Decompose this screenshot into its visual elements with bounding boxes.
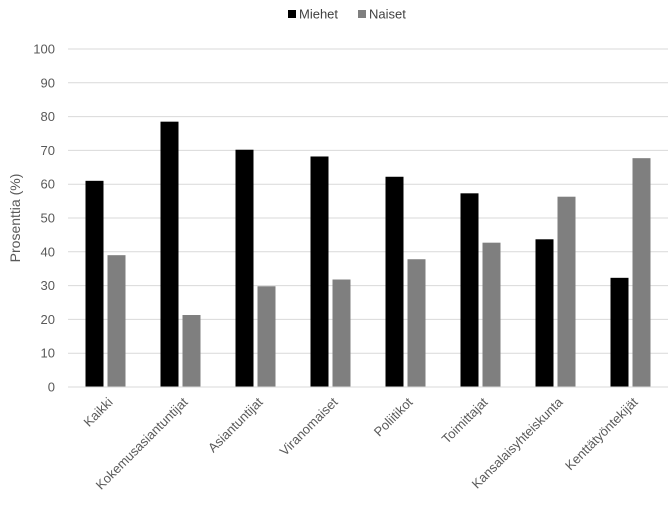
bar-naiset-5 [482, 242, 501, 387]
bar-naiset-7 [632, 158, 651, 387]
bar-naiset-3 [332, 279, 351, 387]
gridlines [68, 48, 668, 354]
x-tick-label: Kaikki [80, 394, 115, 429]
y-tick-label: 50 [41, 211, 55, 226]
y-tick-label: 100 [33, 42, 55, 57]
bar-naiset-2 [257, 286, 276, 387]
x-tick-label: Kenttätyöntekijät [562, 394, 641, 473]
y-tick-label: 10 [41, 346, 55, 361]
bar-naiset-0 [107, 255, 126, 387]
bar-miehet-6 [535, 239, 554, 387]
x-tick-label: Viranomaiset [277, 394, 341, 458]
bar-miehet-3 [310, 156, 329, 387]
bar-miehet-7 [610, 277, 629, 387]
bar-miehet-5 [460, 193, 479, 387]
y-tick-label: 0 [48, 380, 55, 395]
y-tick-label: 70 [41, 143, 55, 158]
y-tick-label: 90 [41, 75, 55, 90]
bar-naiset-1 [182, 315, 201, 387]
bar-naiset-4 [407, 259, 426, 387]
x-tick-label: Toimittajat [439, 394, 491, 446]
legend-swatch-naiset [358, 10, 366, 18]
legend-swatch-miehet [288, 10, 296, 18]
legend: Miehet Naiset [288, 7, 406, 22]
bar-naiset-6 [557, 196, 576, 387]
legend-label-miehet: Miehet [299, 7, 338, 22]
y-tick-label: 60 [41, 177, 55, 192]
x-tick-label: Asiantuntijat [205, 394, 266, 455]
y-tick-label: 80 [41, 109, 55, 124]
bar-miehet-1 [160, 121, 179, 388]
bars [85, 121, 651, 388]
y-axis-title: Prosenttia (%) [7, 174, 23, 263]
legend-label-naiset: Naiset [369, 7, 406, 22]
y-tick-label: 30 [41, 278, 55, 293]
bar-miehet-2 [235, 149, 254, 387]
y-tick-label: 20 [41, 312, 55, 327]
bar-miehet-4 [385, 176, 404, 387]
y-axis-ticks: 0 10 20 30 40 50 60 70 80 90 100 [33, 42, 55, 395]
bar-miehet-0 [85, 180, 104, 387]
x-tick-label: Poliitikot [371, 394, 416, 439]
y-tick-label: 40 [41, 244, 55, 259]
